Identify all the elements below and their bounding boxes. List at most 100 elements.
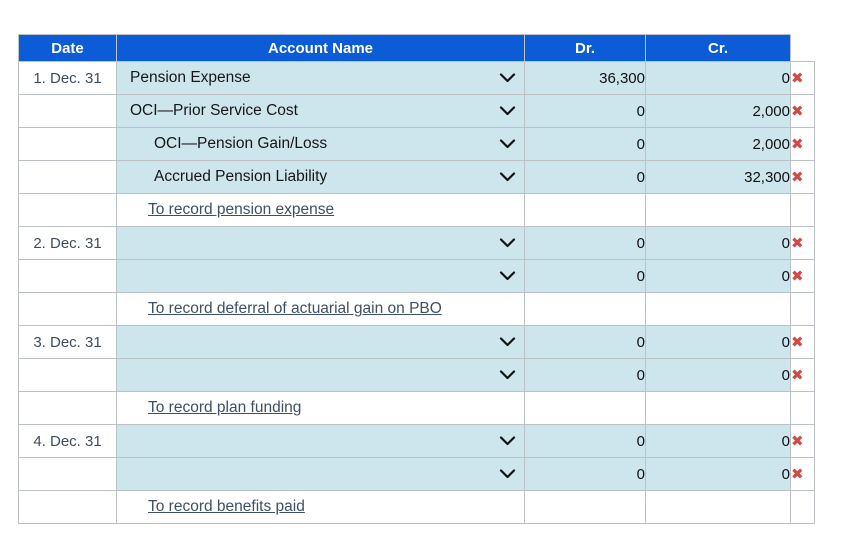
journal-entry-table: Date Account Name Dr. Cr. 1. Dec. 31 Pen…	[18, 34, 815, 524]
debit-input[interactable]: 36,300	[524, 61, 646, 95]
account-name-value: OCI—Pension Gain/Loss	[154, 135, 328, 152]
journal-entry-row: OCI—Prior Service Cost 0 2,000 ✖	[18, 94, 815, 128]
table-header-row: Date Account Name Dr. Cr.	[18, 34, 815, 62]
credit-input[interactable]: 0	[645, 61, 791, 95]
incorrect-mark-icon[interactable]: ✖	[791, 135, 804, 153]
credit-input[interactable]: 0	[645, 325, 791, 359]
debit-input[interactable]: 0	[524, 325, 646, 359]
chevron-down-icon	[499, 337, 516, 347]
credit-input[interactable]: 0	[645, 226, 791, 260]
memo-x-gutter	[790, 490, 815, 524]
column-header-dr: Dr.	[524, 34, 646, 62]
memo-credit-cell	[645, 193, 791, 227]
date-cell	[18, 457, 117, 491]
chevron-down-icon	[499, 106, 516, 116]
debit-input[interactable]: 0	[524, 259, 646, 293]
credit-input[interactable]: 0	[645, 259, 791, 293]
memo-x-gutter	[790, 193, 815, 227]
account-select[interactable]	[116, 358, 525, 392]
incorrect-mark-icon[interactable]: ✖	[791, 234, 804, 252]
journal-memo-row: To record pension expense	[18, 193, 815, 227]
memo-debit-cell	[524, 193, 646, 227]
journal-memo-row: To record plan funding	[18, 391, 815, 425]
chevron-down-icon	[499, 271, 516, 281]
account-select[interactable]	[116, 259, 525, 293]
date-cell: 2. Dec. 31	[18, 226, 117, 260]
account-select[interactable]	[116, 457, 525, 491]
debit-input[interactable]: 0	[524, 94, 646, 128]
incorrect-mark-icon[interactable]: ✖	[791, 267, 804, 285]
account-select[interactable]	[116, 325, 525, 359]
credit-input[interactable]: 32,300	[645, 160, 791, 194]
incorrect-mark-icon[interactable]: ✖	[791, 432, 804, 450]
journal-entry-row: 2. Dec. 31 0 0 ✖	[18, 226, 815, 260]
credit-input[interactable]: 0	[645, 457, 791, 491]
date-cell	[18, 292, 117, 326]
credit-input[interactable]: 2,000	[645, 94, 791, 128]
account-select[interactable]: OCI—Pension Gain/Loss	[116, 127, 525, 161]
journal-memo-row: To record deferral of actuarial gain on …	[18, 292, 815, 326]
chevron-down-icon	[499, 469, 516, 479]
memo-cell: To record pension expense	[116, 193, 525, 227]
memo-link[interactable]: To record pension expense	[148, 201, 335, 218]
credit-input[interactable]: 0	[645, 358, 791, 392]
chevron-down-icon	[499, 73, 516, 83]
memo-credit-cell	[645, 490, 791, 524]
memo-debit-cell	[524, 391, 646, 425]
credit-input[interactable]: 2,000	[645, 127, 791, 161]
memo-link[interactable]: To record plan funding	[148, 399, 302, 416]
journal-entry-row: 0 0 ✖	[18, 259, 815, 293]
incorrect-mark-icon[interactable]: ✖	[791, 102, 804, 120]
date-cell	[18, 160, 117, 194]
journal-entry-table-container: Date Account Name Dr. Cr. 1. Dec. 31 Pen…	[18, 34, 815, 524]
account-select[interactable]	[116, 424, 525, 458]
journal-entry-row: Accrued Pension Liability 0 32,300 ✖	[18, 160, 815, 194]
incorrect-mark-icon[interactable]: ✖	[791, 366, 804, 384]
memo-link[interactable]: To record benefits paid	[148, 498, 305, 515]
incorrect-mark-icon[interactable]: ✖	[791, 168, 804, 186]
memo-debit-cell	[524, 490, 646, 524]
debit-input[interactable]: 0	[524, 127, 646, 161]
credit-input[interactable]: 0	[645, 424, 791, 458]
date-cell: 1. Dec. 31	[18, 61, 117, 95]
debit-input[interactable]: 0	[524, 424, 646, 458]
date-cell: 4. Dec. 31	[18, 424, 117, 458]
memo-x-gutter	[790, 391, 815, 425]
debit-input[interactable]: 0	[524, 457, 646, 491]
debit-input[interactable]: 0	[524, 226, 646, 260]
account-select[interactable]	[116, 226, 525, 260]
account-name-value: OCI—Prior Service Cost	[130, 102, 298, 119]
memo-credit-cell	[645, 391, 791, 425]
incorrect-mark-icon[interactable]: ✖	[791, 465, 804, 483]
column-header-date: Date	[18, 34, 117, 62]
chevron-down-icon	[499, 436, 516, 446]
journal-memo-row: To record benefits paid	[18, 490, 815, 524]
memo-debit-cell	[524, 292, 646, 326]
column-header-account-name: Account Name	[116, 34, 525, 62]
account-select[interactable]: Accrued Pension Liability	[116, 160, 525, 194]
memo-cell: To record deferral of actuarial gain on …	[116, 292, 525, 326]
incorrect-mark-icon[interactable]: ✖	[791, 69, 804, 87]
debit-input[interactable]: 0	[524, 358, 646, 392]
account-select[interactable]: Pension Expense	[116, 61, 525, 95]
date-cell	[18, 358, 117, 392]
journal-entry-row: OCI—Pension Gain/Loss 0 2,000 ✖	[18, 127, 815, 161]
journal-entry-row: 3. Dec. 31 0 0 ✖	[18, 325, 815, 359]
journal-entry-row: 4. Dec. 31 0 0 ✖	[18, 424, 815, 458]
date-cell	[18, 259, 117, 293]
incorrect-mark-icon[interactable]: ✖	[791, 333, 804, 351]
memo-link[interactable]: To record deferral of actuarial gain on …	[148, 300, 442, 317]
column-header-cr: Cr.	[645, 34, 791, 62]
journal-entry-row: 1. Dec. 31 Pension Expense 36,300 0 ✖	[18, 61, 815, 95]
chevron-down-icon	[499, 139, 516, 149]
memo-cell: To record plan funding	[116, 391, 525, 425]
date-cell	[18, 193, 117, 227]
header-x-gutter	[790, 34, 815, 62]
debit-input[interactable]: 0	[524, 160, 646, 194]
chevron-down-icon	[499, 370, 516, 380]
chevron-down-icon	[499, 238, 516, 248]
account-select[interactable]: OCI—Prior Service Cost	[116, 94, 525, 128]
account-name-value: Accrued Pension Liability	[154, 168, 328, 185]
memo-credit-cell	[645, 292, 791, 326]
